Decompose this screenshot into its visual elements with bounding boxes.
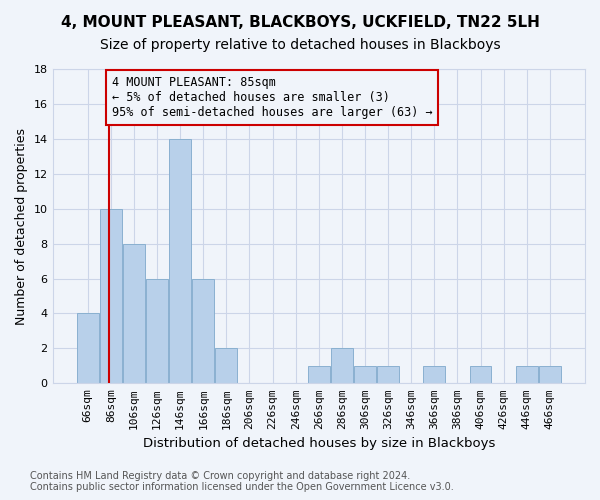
Bar bbox=[331, 348, 353, 384]
X-axis label: Distribution of detached houses by size in Blackboys: Distribution of detached houses by size … bbox=[143, 437, 495, 450]
Text: 4 MOUNT PLEASANT: 85sqm
← 5% of detached houses are smaller (3)
95% of semi-deta: 4 MOUNT PLEASANT: 85sqm ← 5% of detached… bbox=[112, 76, 433, 119]
Bar bbox=[539, 366, 561, 384]
Bar bbox=[146, 278, 168, 384]
Bar bbox=[169, 139, 191, 384]
Bar bbox=[516, 366, 538, 384]
Bar bbox=[470, 366, 491, 384]
Bar bbox=[424, 366, 445, 384]
Text: Size of property relative to detached houses in Blackboys: Size of property relative to detached ho… bbox=[100, 38, 500, 52]
Bar bbox=[354, 366, 376, 384]
Bar bbox=[123, 244, 145, 384]
Bar bbox=[100, 208, 122, 384]
Text: Contains HM Land Registry data © Crown copyright and database right 2024.
Contai: Contains HM Land Registry data © Crown c… bbox=[30, 471, 454, 492]
Bar bbox=[377, 366, 399, 384]
Bar bbox=[215, 348, 238, 384]
Text: 4, MOUNT PLEASANT, BLACKBOYS, UCKFIELD, TN22 5LH: 4, MOUNT PLEASANT, BLACKBOYS, UCKFIELD, … bbox=[61, 15, 539, 30]
Y-axis label: Number of detached properties: Number of detached properties bbox=[15, 128, 28, 324]
Bar bbox=[192, 278, 214, 384]
Bar bbox=[77, 314, 98, 384]
Bar bbox=[308, 366, 330, 384]
